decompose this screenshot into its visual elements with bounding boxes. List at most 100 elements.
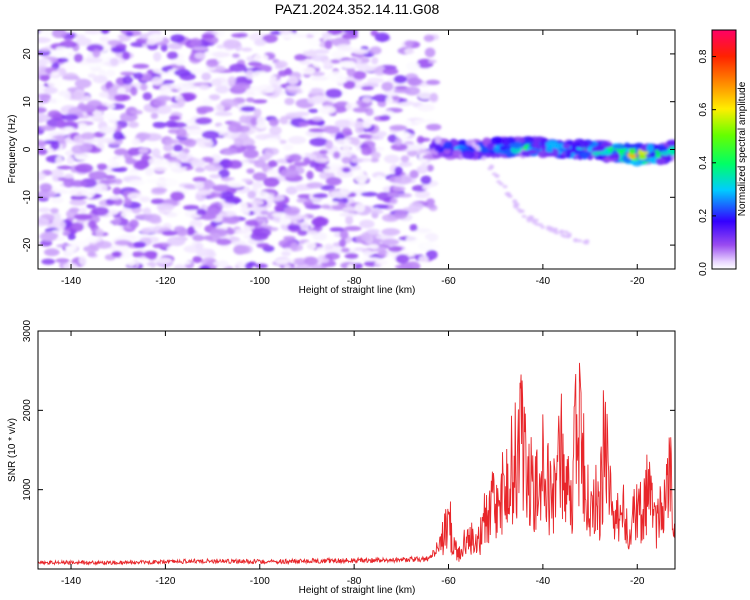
spectrogram-noise-cell: [390, 197, 398, 205]
spectrogram-noise-cell: [294, 184, 307, 192]
spectrogram-noise-cell: [352, 107, 369, 113]
spectrogram-noise-cell: [189, 67, 205, 75]
spectrogram-noise-cell: [331, 50, 345, 60]
spectrogram-noise-cell: [366, 228, 381, 235]
spectrogram-noise-cell: [370, 157, 379, 163]
spectrogram-noise-cell: [160, 43, 168, 52]
spectrogram-noise-cell: [220, 98, 239, 108]
spectrogram-noise-cell: [390, 143, 408, 151]
spectrogram-ytick-label: -10: [22, 190, 33, 205]
spectrogram-noise-cell: [123, 196, 132, 207]
spectrogram-noise-cell: [214, 111, 233, 117]
spectrogram-noise-cell: [218, 210, 237, 218]
spectrogram-noise-cell: [352, 48, 369, 55]
spectrogram-noise-cell: [426, 164, 434, 172]
spectrogram-noise-cell: [122, 75, 133, 85]
spectrogram-noise-cell: [234, 245, 251, 255]
spectrogram-noise-cell: [312, 61, 326, 68]
spectrogram-xtick-label: -120: [155, 276, 175, 287]
spectrogram-secondary-cell: [480, 157, 486, 161]
colorbar-tick-label: 0.0: [698, 262, 709, 276]
spectrogram-noise-cell: [107, 39, 121, 46]
spectrogram-noise-cell: [114, 239, 131, 246]
spectrogram-noise-cell: [285, 186, 298, 195]
spectrogram-noise-cell: [394, 175, 413, 185]
spectrogram-noise-cell: [253, 108, 262, 117]
spectrogram-signal-cell: [500, 137, 512, 147]
spectrogram-noise-cell: [47, 110, 62, 119]
spectrogram-noise-cell: [63, 178, 75, 188]
spectrogram-signal-cell: [443, 141, 453, 150]
spectrogram-noise-cell: [105, 198, 116, 206]
spectrogram-noise-cell: [407, 77, 423, 87]
spectrogram-noise-cell: [379, 115, 391, 121]
spectrogram-signal-cell: [581, 151, 588, 160]
spectrogram-noise-cell: [338, 238, 347, 248]
spectrogram-noise-cell: [64, 150, 74, 157]
spectrogram-noise-cell: [243, 145, 257, 150]
spectrogram-noise-cell: [288, 224, 301, 230]
spectrogram-noise-cell: [177, 214, 188, 222]
spectrogram-noise-cell: [360, 191, 378, 197]
spectrogram-noise-cell: [132, 72, 144, 80]
spectrogram-noise-cell: [338, 60, 356, 69]
spectrogram-noise-cell: [303, 201, 314, 207]
spectrogram-noise-cell: [137, 257, 150, 264]
spectrogram-noise-cell: [211, 51, 227, 58]
spectrogram-noise-cell: [405, 235, 420, 244]
spectrogram-noise-cell: [106, 69, 116, 77]
spectrogram-noise-cell: [69, 188, 88, 197]
spectrogram-noise-cell: [288, 266, 300, 269]
spectrogram-noise-cell: [231, 53, 240, 59]
spectrogram-signal-cell: [628, 146, 636, 155]
spectrogram-noise-cell: [300, 42, 312, 52]
spectrogram-noise-cell: [406, 150, 418, 157]
spectrogram-noise-cell: [363, 249, 373, 257]
spectrogram-noise-cell: [381, 228, 401, 236]
spectrogram-noise-cell: [267, 100, 283, 106]
spectrogram-signal-cell: [434, 145, 441, 152]
spectrogram-noise-cell: [383, 154, 400, 164]
spectrogram-signal-cell: [545, 140, 559, 149]
spectrogram-noise-cell: [203, 163, 223, 172]
spectrogram-noise-cell: [38, 148, 48, 155]
spectrogram-noise-cell: [168, 115, 181, 121]
spectrogram-xlabel: Height of straight line (km): [299, 285, 416, 296]
spectrogram-signal-cell: [508, 138, 516, 144]
spectrogram-noise-cell: [152, 243, 164, 249]
spectrogram-noise-cell: [170, 34, 185, 43]
colorbar: 0.0 0.2 0.4 0.6 0.8 Normalized spectral ampl…: [698, 29, 748, 276]
spectrogram-noise-cell: [112, 131, 125, 141]
spectrogram-noise-cell: [375, 234, 395, 240]
spectrogram-noise-cell: [395, 254, 410, 264]
spectrogram-noise-cell: [331, 77, 347, 84]
spectrogram-noise-cell: [375, 131, 388, 137]
spectrogram-noise-cell: [312, 193, 328, 199]
spectrogram-secondary-cell: [533, 218, 539, 222]
spectrogram-noise-cell: [303, 157, 311, 164]
spectrogram-noise-cell: [83, 245, 100, 253]
spectrogram-noise-cell: [414, 228, 432, 233]
spectrogram-noise-cell: [333, 151, 341, 159]
spectrogram-noise-cell: [255, 191, 270, 200]
spectrogram-noise-cell: [252, 70, 268, 78]
spectrogram-noise-cell: [38, 118, 44, 124]
spectrogram-noise-cell: [86, 44, 104, 53]
spectrogram-noise-cell: [233, 82, 251, 91]
spectrogram-noise-cell: [73, 53, 84, 63]
spectrogram-noise-cell: [159, 85, 172, 95]
spectrogram-noise-cell: [404, 86, 421, 96]
spectrogram-noise-cell: [87, 251, 97, 257]
spectrogram-noise-cell: [284, 97, 295, 106]
spectrogram-noise-cell: [269, 75, 277, 82]
spectrogram-noise-cell: [368, 244, 380, 249]
spectrogram-secondary-cell: [496, 180, 502, 184]
spectrogram-noise-cell: [260, 210, 269, 215]
spectrogram-noise-cell: [400, 155, 410, 163]
spectrogram-noise-cell: [129, 219, 139, 229]
spectrogram-noise-cell: [151, 148, 161, 158]
spectrogram-signal-cell: [600, 142, 613, 148]
spectrogram-noise-cell: [173, 264, 186, 269]
spectrogram-noise-cell: [110, 243, 130, 253]
spectrogram-noise-cell: [404, 48, 415, 55]
